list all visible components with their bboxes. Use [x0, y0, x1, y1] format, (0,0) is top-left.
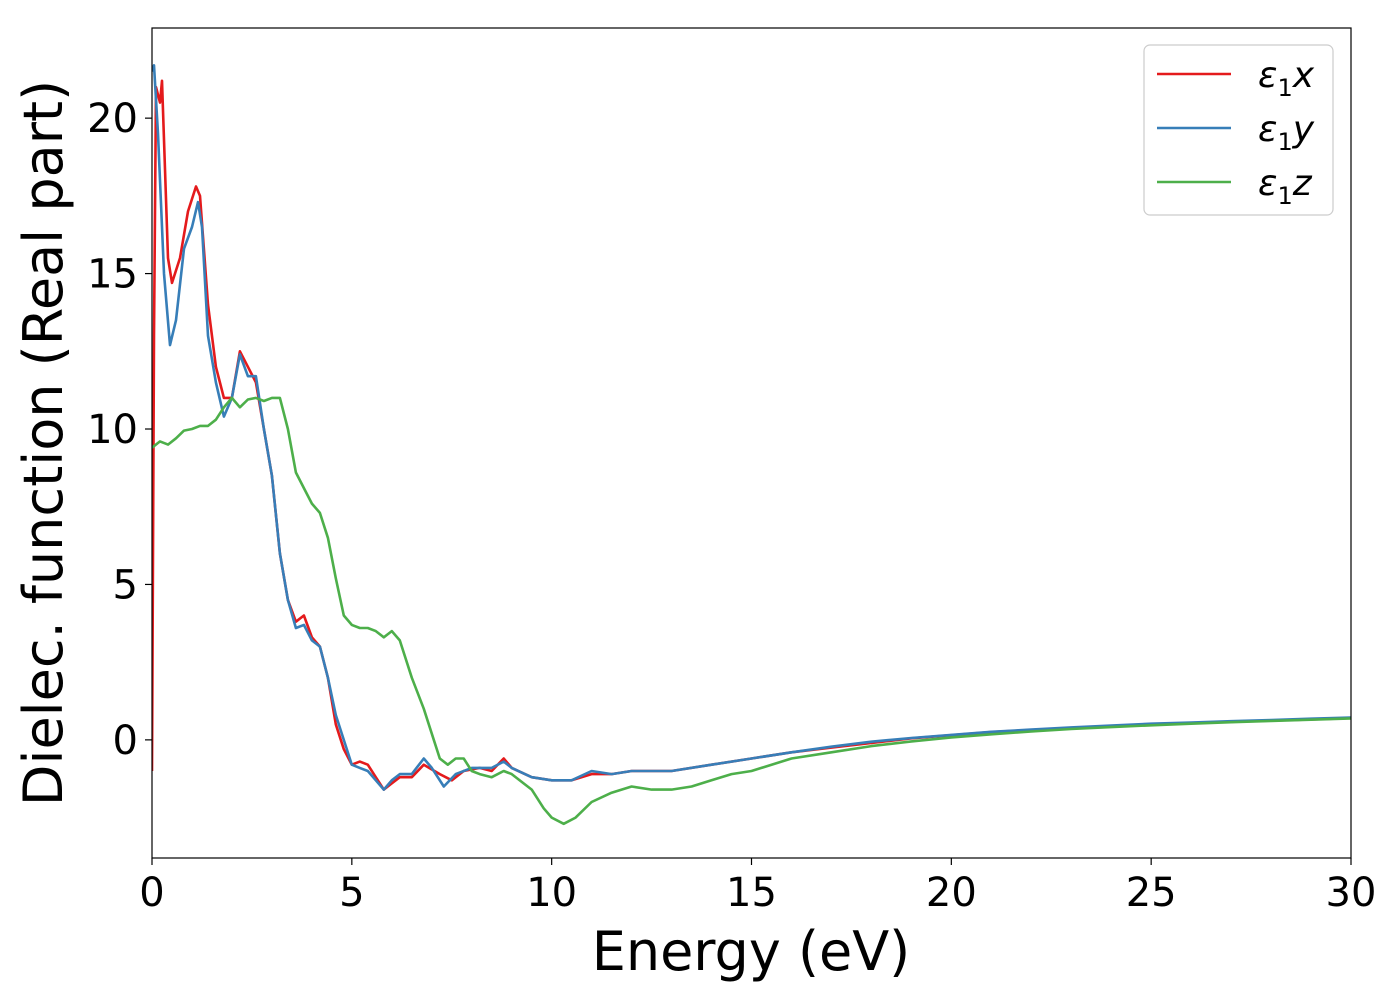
y-axis-label: Dielec. function (Real part) [12, 80, 75, 806]
x-tick-label: 0 [139, 870, 164, 916]
legend-label-y: ε1y [1258, 109, 1315, 156]
x-axis-label: Energy (eV) [592, 920, 911, 983]
y-tick-label: 15 [87, 252, 138, 298]
y-tick-label: 0 [113, 718, 138, 764]
x-tick-label: 30 [1326, 870, 1377, 916]
y-tick-label: 10 [87, 407, 138, 453]
y-tick-label: 20 [87, 96, 138, 142]
x-tick-label: 20 [926, 870, 977, 916]
series-layer [152, 64, 1351, 826]
y-axis: 0 5 10 15 20 [87, 96, 152, 764]
x-tick-label: 25 [1126, 870, 1177, 916]
x-tick-label: 5 [339, 870, 364, 916]
series-line-y [152, 64, 1351, 791]
x-tick-label: 15 [726, 870, 777, 916]
legend-label-x: ε1x [1258, 55, 1315, 102]
y-tick-label: 5 [113, 562, 138, 608]
x-tick-label: 10 [526, 870, 577, 916]
series-line-z [152, 396, 1351, 826]
legend: ε1x ε1y ε1z [1143, 44, 1334, 216]
legend-box [1143, 44, 1334, 216]
legend-label-z: ε1z [1258, 163, 1313, 210]
x-axis: 0 5 10 15 20 25 30 [139, 858, 1376, 916]
